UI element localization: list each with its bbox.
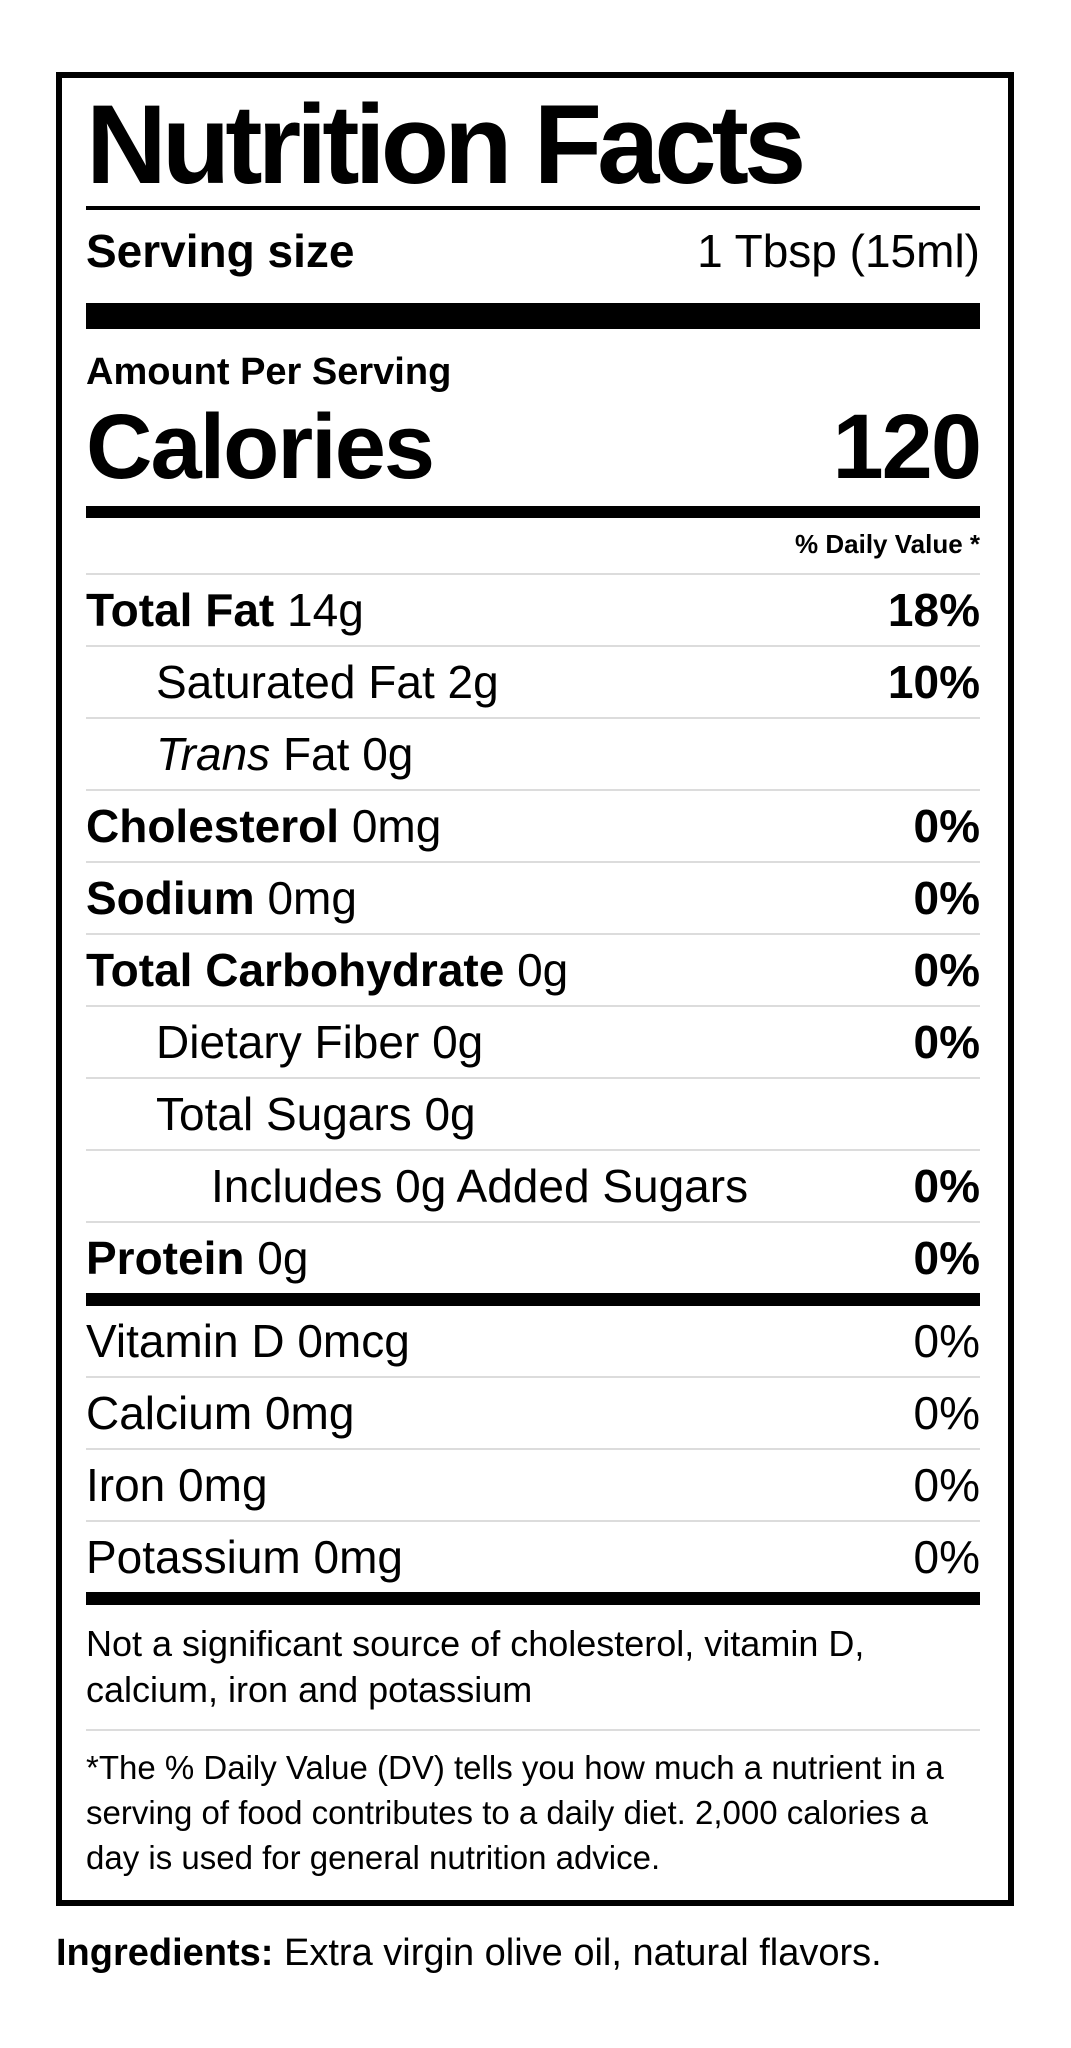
thick-divider-bar bbox=[86, 505, 980, 518]
dv-value: 0% bbox=[913, 871, 980, 924]
dv-value: 10% bbox=[887, 655, 980, 708]
thick-divider-bar bbox=[86, 1591, 980, 1605]
nutrient-row-added-sugars: Includes 0g Added Sugars 0% bbox=[86, 1148, 980, 1221]
nutrient-row-iron: Iron 0mg 0% bbox=[86, 1447, 980, 1520]
daily-value-header: % Daily Value * bbox=[795, 528, 980, 559]
serving-size-row: Serving size 1 Tbsp (15ml) bbox=[86, 210, 980, 303]
nutrient-row-total-sugars: Total Sugars 0g bbox=[86, 1076, 980, 1149]
thin-separator bbox=[86, 1728, 980, 1731]
dv-value: 0% bbox=[913, 1159, 980, 1212]
dv-value: 0% bbox=[913, 943, 980, 996]
nutrient-row-total-fat: Total Fat 14g 18% bbox=[86, 572, 980, 645]
dv-value: 0% bbox=[913, 1386, 980, 1439]
nutrient-row-potassium: Potassium 0mg 0% bbox=[86, 1519, 980, 1592]
ingredients-line: Ingredients: Extra virgin olive oil, nat… bbox=[56, 1930, 1036, 1976]
nutrient-row-cholesterol: Cholesterol 0mg 0% bbox=[86, 788, 980, 861]
nutrient-row-calcium: Calcium 0mg 0% bbox=[86, 1375, 980, 1448]
ingredients-value: Extra virgin olive oil, natural flavors. bbox=[273, 1932, 882, 1974]
thick-divider-bar bbox=[86, 302, 980, 329]
nutrient-row-dietary-fiber: Dietary Fiber 0g 0% bbox=[86, 1004, 980, 1077]
dv-value: 0% bbox=[913, 1458, 980, 1511]
calories-value: 120 bbox=[832, 395, 982, 498]
nutrient-row-vitamin-d: Vitamin D 0mcg 0% bbox=[86, 1314, 980, 1367]
dv-value: 18% bbox=[887, 583, 980, 636]
nutrient-row-sodium: Sodium 0mg 0% bbox=[86, 860, 980, 933]
label-title: Nutrition Facts bbox=[86, 82, 806, 207]
nutrient-row-saturated-fat: Saturated Fat 2g 10% bbox=[86, 644, 980, 717]
ingredients-label: Ingredients: bbox=[56, 1932, 274, 1974]
title-rule bbox=[86, 205, 980, 210]
nutrient-row-total-carbohydrate: Total Carbohydrate 0g 0% bbox=[86, 932, 980, 1005]
calories-row: Calories 120 bbox=[86, 395, 982, 506]
serving-size-label: Serving size bbox=[86, 224, 355, 277]
dv-value: 0% bbox=[913, 1015, 980, 1068]
thick-divider-bar bbox=[86, 1292, 980, 1306]
dv-value: 0% bbox=[913, 1314, 980, 1367]
dv-value: 0% bbox=[913, 1231, 980, 1284]
calories-label: Calories bbox=[86, 395, 435, 498]
nutrient-row-trans-fat: Trans Fat 0g bbox=[86, 716, 980, 789]
dv-value: 0% bbox=[913, 799, 980, 852]
serving-size-value: 1 Tbsp (15ml) bbox=[697, 224, 980, 277]
nutrition-facts-label: Nutrition Facts Serving size 1 Tbsp (15m… bbox=[56, 72, 1014, 1906]
not-significant-note: Not a significant source of cholesterol,… bbox=[86, 1622, 865, 1710]
dv-value: 0% bbox=[913, 1530, 980, 1583]
nutrient-row-protein: Protein 0g 0% bbox=[86, 1220, 980, 1293]
daily-value-footnote: *The % Daily Value (DV) tells you how mu… bbox=[86, 1748, 944, 1876]
amount-per-serving-label: Amount Per Serving bbox=[86, 350, 452, 393]
